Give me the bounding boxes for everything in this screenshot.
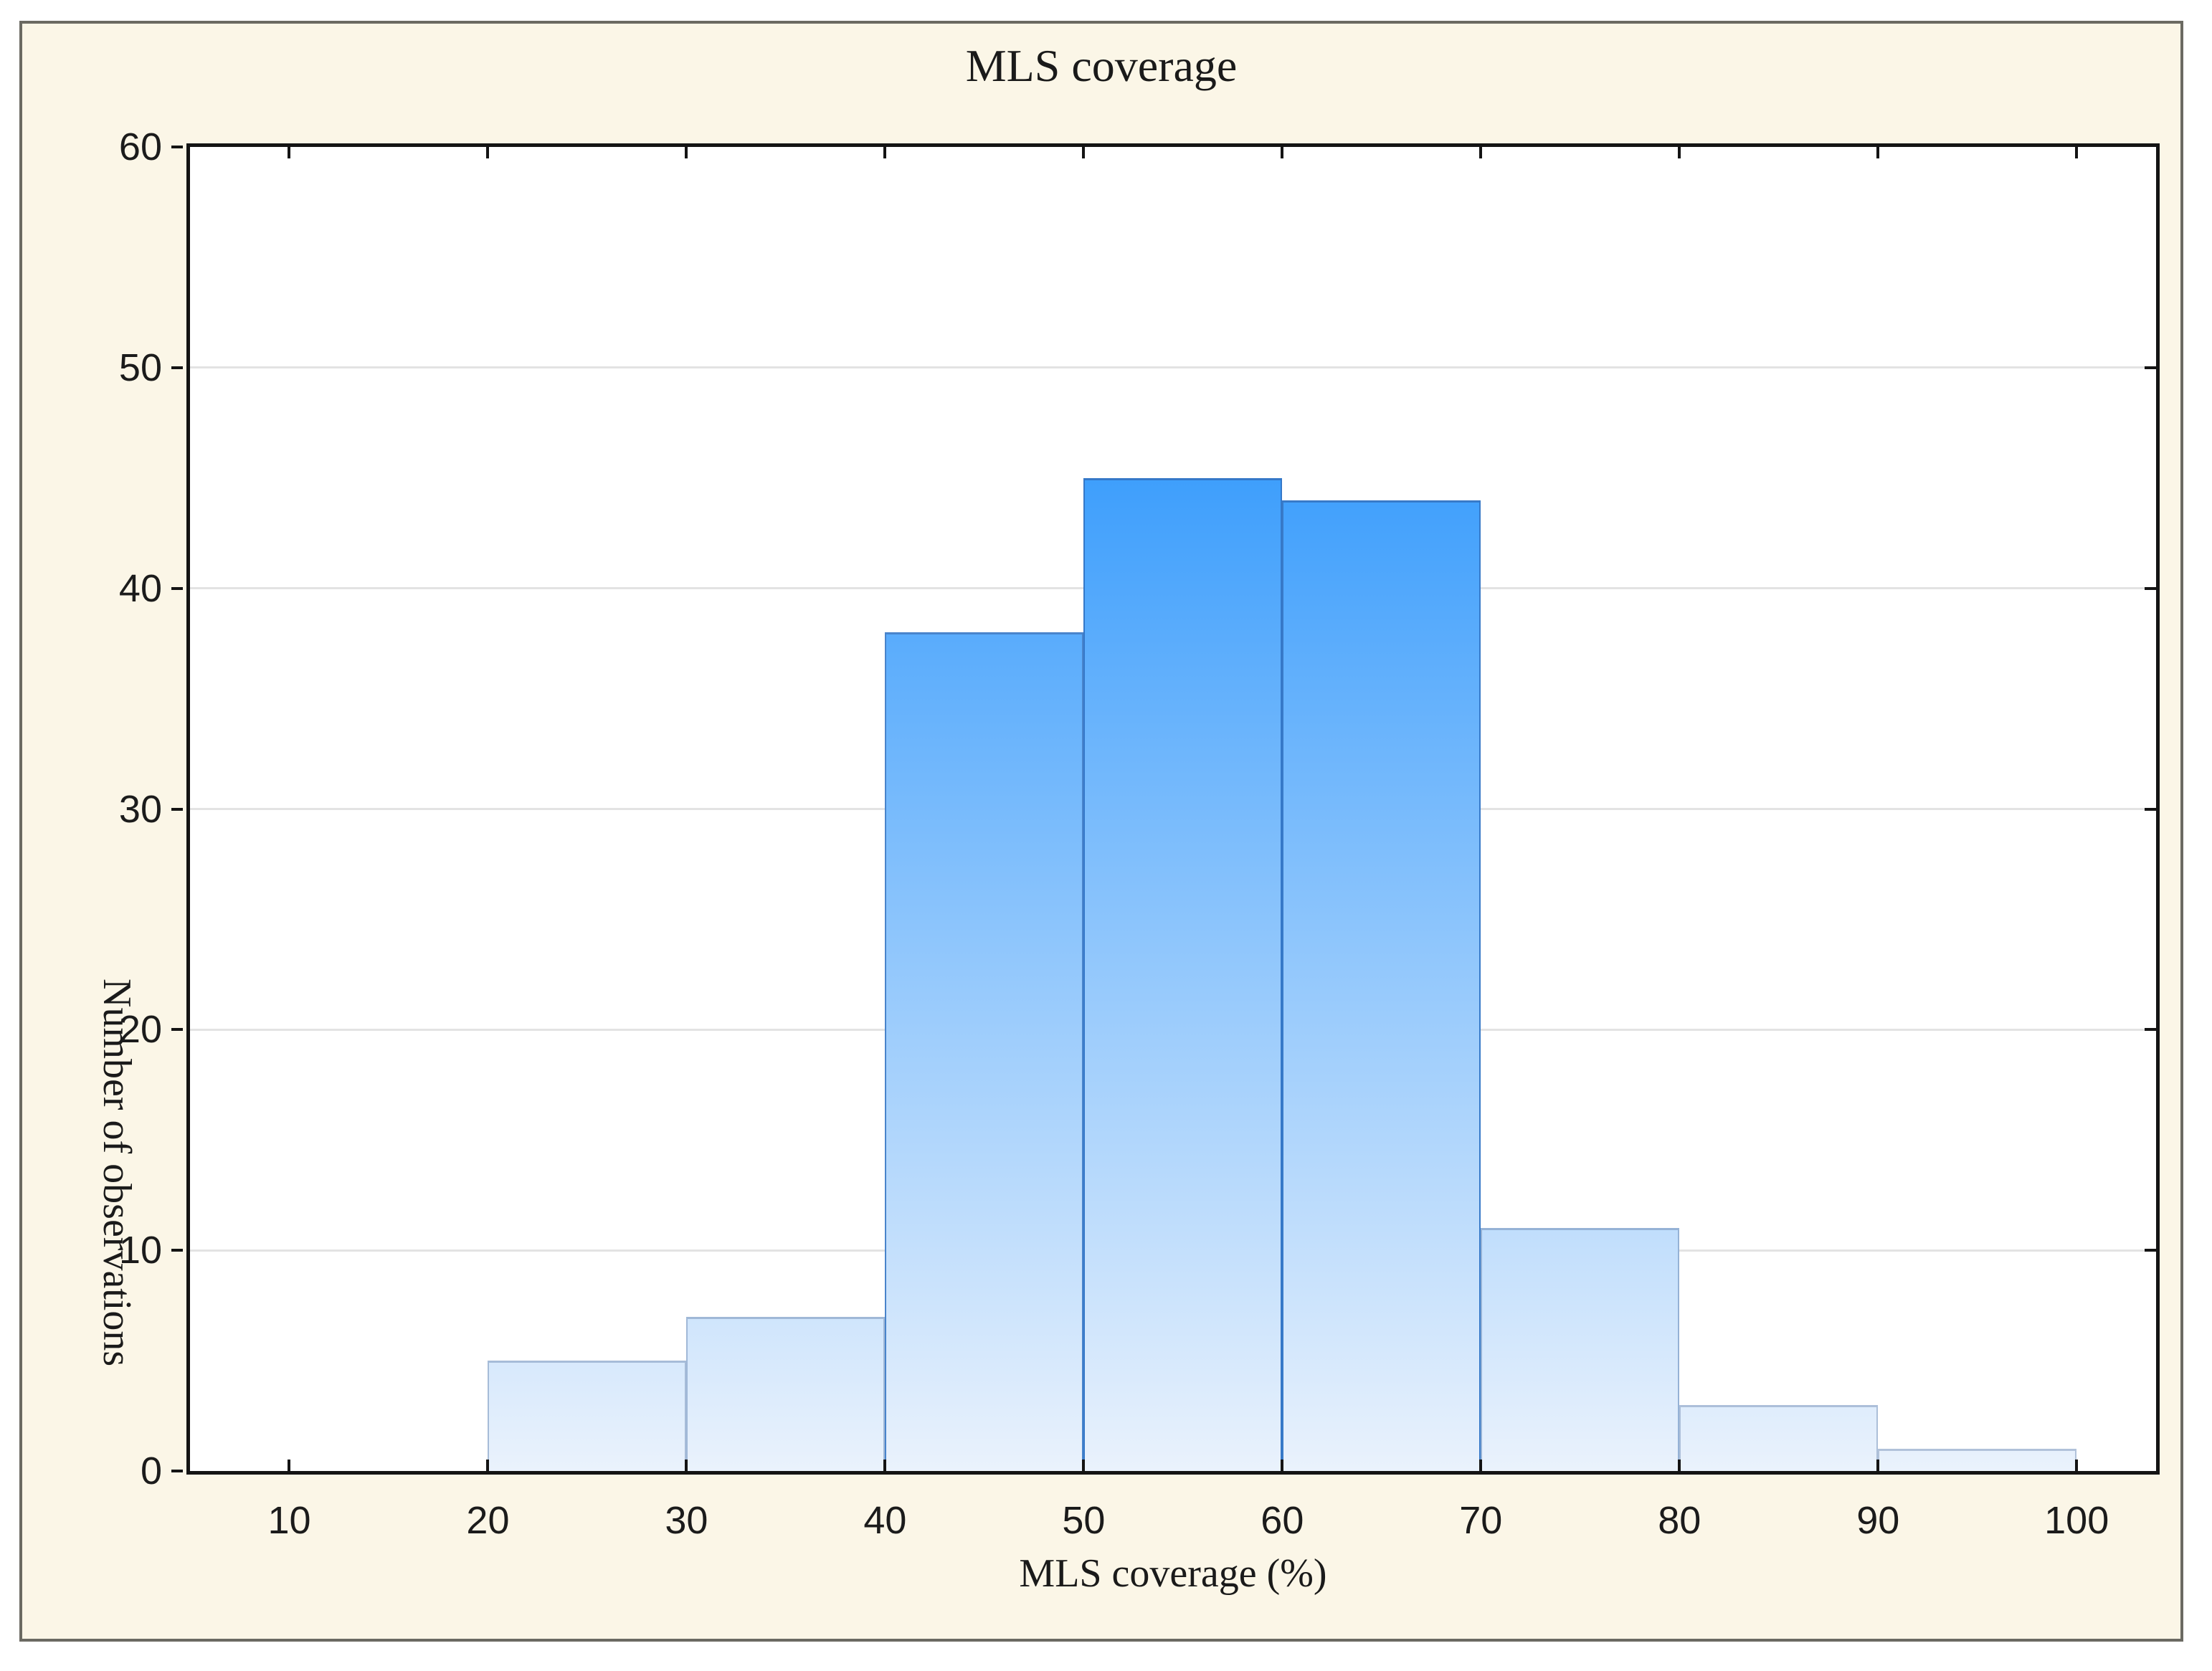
plot-area [171,143,2160,1475]
y-tick-mark-left-50 [171,366,183,369]
x-tick-label-40: 40 [863,1499,907,1542]
x-tick-mark-top-30 [685,147,688,158]
histogram-bar-60-70 [1282,500,1481,1471]
x-tick-mark-top-80 [1678,147,1681,158]
x-tick-mark-bottom-50 [1082,1460,1086,1471]
x-tick-label-10: 10 [267,1499,311,1542]
histogram-bar-80-90 [1679,1404,1879,1471]
y-tick-mark-right-20 [2145,1028,2156,1032]
x-tick-label-90: 90 [1856,1499,1900,1542]
histogram-bar-20-30 [488,1361,687,1471]
y-tick-mark-right-50 [2145,366,2156,369]
x-tick-mark-top-70 [1479,147,1483,158]
y-tick-mark-right-30 [2145,807,2156,811]
y-tick-mark-left-30 [171,807,183,811]
x-tick-mark-bottom-100 [2075,1460,2079,1471]
histogram-bar-90-100 [1878,1449,2077,1471]
histogram-bar-70-80 [1481,1228,1680,1471]
plot-content [171,146,2156,1472]
x-tick-mark-top-90 [1876,147,1880,158]
x-tick-mark-bottom-40 [883,1460,887,1471]
x-tick-mark-top-40 [883,147,887,158]
x-tick-label-70: 70 [1459,1499,1503,1542]
x-tick-mark-bottom-10 [288,1460,291,1471]
y-tick-mark-right-40 [2145,586,2156,590]
histogram-bar-30-40 [686,1316,886,1471]
y-tick-label-30: 30 [118,787,162,831]
x-tick-mark-bottom-90 [1876,1460,1880,1471]
y-tick-label-40: 40 [118,566,162,610]
histogram-bar-40-50 [885,632,1084,1471]
x-tick-label-20: 20 [466,1499,510,1542]
x-tick-mark-bottom-20 [486,1460,490,1471]
x-tick-mark-top-50 [1082,147,1086,158]
x-tick-mark-top-20 [486,147,490,158]
y-tick-mark-left-20 [171,1028,183,1032]
x-tick-label-30: 30 [665,1499,708,1542]
x-tick-label-50: 50 [1062,1499,1106,1542]
y-axis-label: Number of observations [95,979,139,1367]
y-tick-mark-left-60 [171,146,183,148]
y-tick-label-60: 60 [118,125,162,168]
x-tick-label-100: 100 [2044,1499,2109,1542]
y-tick-mark-left-10 [171,1249,183,1252]
gridline-y-50 [190,366,2156,369]
y-tick-mark-left-40 [171,586,183,590]
y-tick-mark-right-10 [2145,1249,2156,1252]
x-tick-mark-bottom-30 [685,1460,688,1471]
y-tick-label-10: 10 [118,1229,162,1272]
chart-title: MLS coverage [965,40,1238,91]
x-tick-mark-top-60 [1281,147,1284,158]
y-tick-label-20: 20 [118,1008,162,1052]
y-tick-label-50: 50 [118,346,162,389]
x-tick-label-60: 60 [1261,1499,1304,1542]
x-tick-mark-bottom-70 [1479,1460,1483,1471]
x-tick-mark-top-100 [2075,147,2079,158]
y-tick-label-0: 0 [140,1449,162,1493]
x-tick-mark-bottom-80 [1678,1460,1681,1471]
chart-figure: MLS coverage 0 10 20 30 40 50 60 10 20 30 40 50 60 7… [19,21,2183,1642]
x-tick-mark-bottom-60 [1281,1460,1284,1471]
x-tick-label-80: 80 [1658,1499,1701,1542]
x-axis-label: MLS coverage (%) [1019,1551,1327,1596]
histogram-bar-50-60 [1083,477,1283,1471]
x-tick-mark-top-10 [288,147,291,158]
y-tick-mark-left-0 [171,1470,183,1472]
